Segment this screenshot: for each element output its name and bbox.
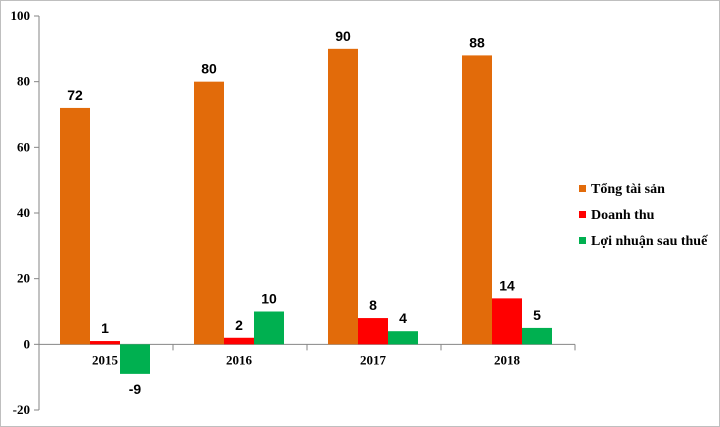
bar-tổng-tài-sản-2016: [194, 81, 224, 345]
data-label: 8: [369, 297, 377, 313]
bar-tổng-tài-sản-2017: [328, 48, 358, 345]
data-label: 10: [261, 291, 277, 307]
legend: Tổng tài sản Doanh thu Lợi nhuận sau thuế: [579, 182, 708, 249]
legend-label: Tổng tài sản: [591, 182, 665, 197]
legend-swatch: [579, 211, 586, 218]
bar-lợi-nhuận-sau-thuế-2016: [254, 311, 284, 345]
y-tick-label: 100: [11, 8, 31, 23]
x-tick-label: 2015: [92, 352, 119, 367]
y-tick-label: -20: [13, 402, 30, 417]
bar-lợi-nhuận-sau-thuế-2018: [522, 327, 552, 345]
legend-swatch: [579, 237, 586, 244]
y-tick-label: 40: [17, 205, 30, 220]
bar-doanh-thu-2018: [492, 298, 522, 345]
bar-lợi-nhuận-sau-thuế-2015: [120, 344, 150, 374]
bar-tổng-tài-sản-2015: [60, 107, 90, 345]
data-label: 4: [399, 310, 407, 326]
bar-lợi-nhuận-sau-thuế-2017: [388, 331, 418, 345]
data-label: 72: [67, 87, 83, 103]
y-tick-label: 80: [17, 74, 30, 89]
bar-doanh-thu-2015: [90, 341, 120, 345]
data-label: 90: [335, 28, 351, 44]
legend-label: Doanh thu: [591, 208, 655, 223]
data-label: -9: [129, 381, 142, 397]
data-label: 14: [499, 277, 515, 293]
x-tick-label: 2016: [226, 352, 253, 367]
x-tick-label: 2018: [494, 352, 521, 367]
data-label: 5: [533, 307, 541, 323]
data-label: 2: [235, 317, 243, 333]
bar-doanh-thu-2016: [224, 337, 254, 345]
legend-label: Lợi nhuận sau thuế: [591, 234, 708, 249]
bars: [60, 48, 552, 374]
data-labels: 2015 72 1 -9 2016 80 2 10 2017 90 8 4 2018 88 14 5: [67, 28, 541, 397]
data-label: 80: [201, 61, 217, 77]
x-tick-label: 2017: [360, 352, 387, 367]
y-tick-label: 0: [24, 336, 31, 351]
legend-swatch: [579, 185, 586, 192]
data-label: 88: [469, 34, 485, 50]
bar-doanh-thu-2017: [358, 318, 388, 345]
data-label: 1: [101, 320, 109, 336]
y-tick-label: 20: [17, 271, 30, 286]
bar-tổng-tài-sản-2018: [462, 55, 492, 345]
y-tick-label: 60: [17, 139, 30, 154]
